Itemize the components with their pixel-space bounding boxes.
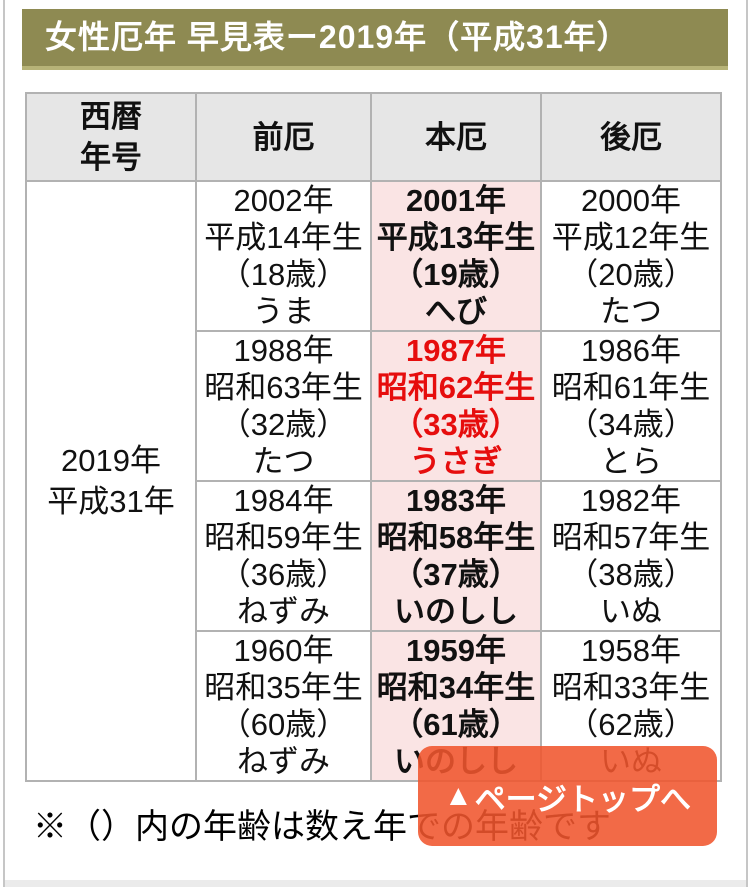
cell-row2-atoyaku: 1982年 昭和57年生 （38歳） いぬ <box>540 480 722 632</box>
page-title: 女性厄年 早見表ー2019年（平成31年） <box>45 19 630 55</box>
table-row: 2019年 平成31年 2002年 平成14年生 （18歳） うま 2001年 … <box>25 180 722 782</box>
col-header-seireki-nengo: 西暦 年号 <box>25 92 197 182</box>
cell-row0-atoyaku: 2000年 平成12年生 （20歳） たつ <box>540 180 722 332</box>
cell-row0-honyaku: 2001年 平成13年生 （19歳） へび <box>370 180 542 332</box>
section-title-bar: 女性厄年 早見表ー2019年（平成31年） <box>22 9 728 70</box>
cell-row0-maeyaku: 2002年 平成14年生 （18歳） うま <box>195 180 372 332</box>
up-triangle-icon: ▲ <box>443 779 473 812</box>
back-to-top-label: ページトップへ <box>474 781 692 817</box>
col-header-maeyaku: 前厄 <box>195 92 372 182</box>
cell-row3-maeyaku: 1960年 昭和35年生 （60歳） ねずみ <box>195 630 372 782</box>
yakudoshi-table: 西暦 年号 前厄 本厄 後厄 2019年 平成31年 2002年 平成14年生 … <box>25 92 722 782</box>
col-header-atoyaku: 後厄 <box>540 92 722 182</box>
col-header-honyaku: 本厄 <box>370 92 542 182</box>
table-row: 1984年 昭和59年生 （36歳） ねずみ 1983年 昭和58年生 （37歳… <box>26 480 722 632</box>
page-right-border <box>746 0 748 887</box>
next-section-edge <box>5 880 746 887</box>
cell-row1-maeyaku: 1988年 昭和63年生 （32歳） たつ <box>195 330 372 482</box>
back-to-top-button[interactable]: ▲ ページトップへ <box>418 746 717 846</box>
page-left-border <box>3 0 5 887</box>
table-row: 1988年 昭和63年生 （32歳） たつ 1987年 昭和62年生 （33歳）… <box>26 330 722 482</box>
cell-row2-maeyaku: 1984年 昭和59年生 （36歳） ねずみ <box>195 480 372 632</box>
cell-row1-honyaku-highlighted: 1987年 昭和62年生 （33歳） うさぎ <box>370 330 542 482</box>
cell-row2-honyaku: 1983年 昭和58年生 （37歳） いのしし <box>370 480 542 632</box>
cell-row1-atoyaku: 1986年 昭和61年生 （34歳） とら <box>540 330 722 482</box>
table-header-row: 西暦 年号 前厄 本厄 後厄 <box>25 92 722 182</box>
cell-year-2019: 2019年 平成31年 <box>25 180 197 782</box>
